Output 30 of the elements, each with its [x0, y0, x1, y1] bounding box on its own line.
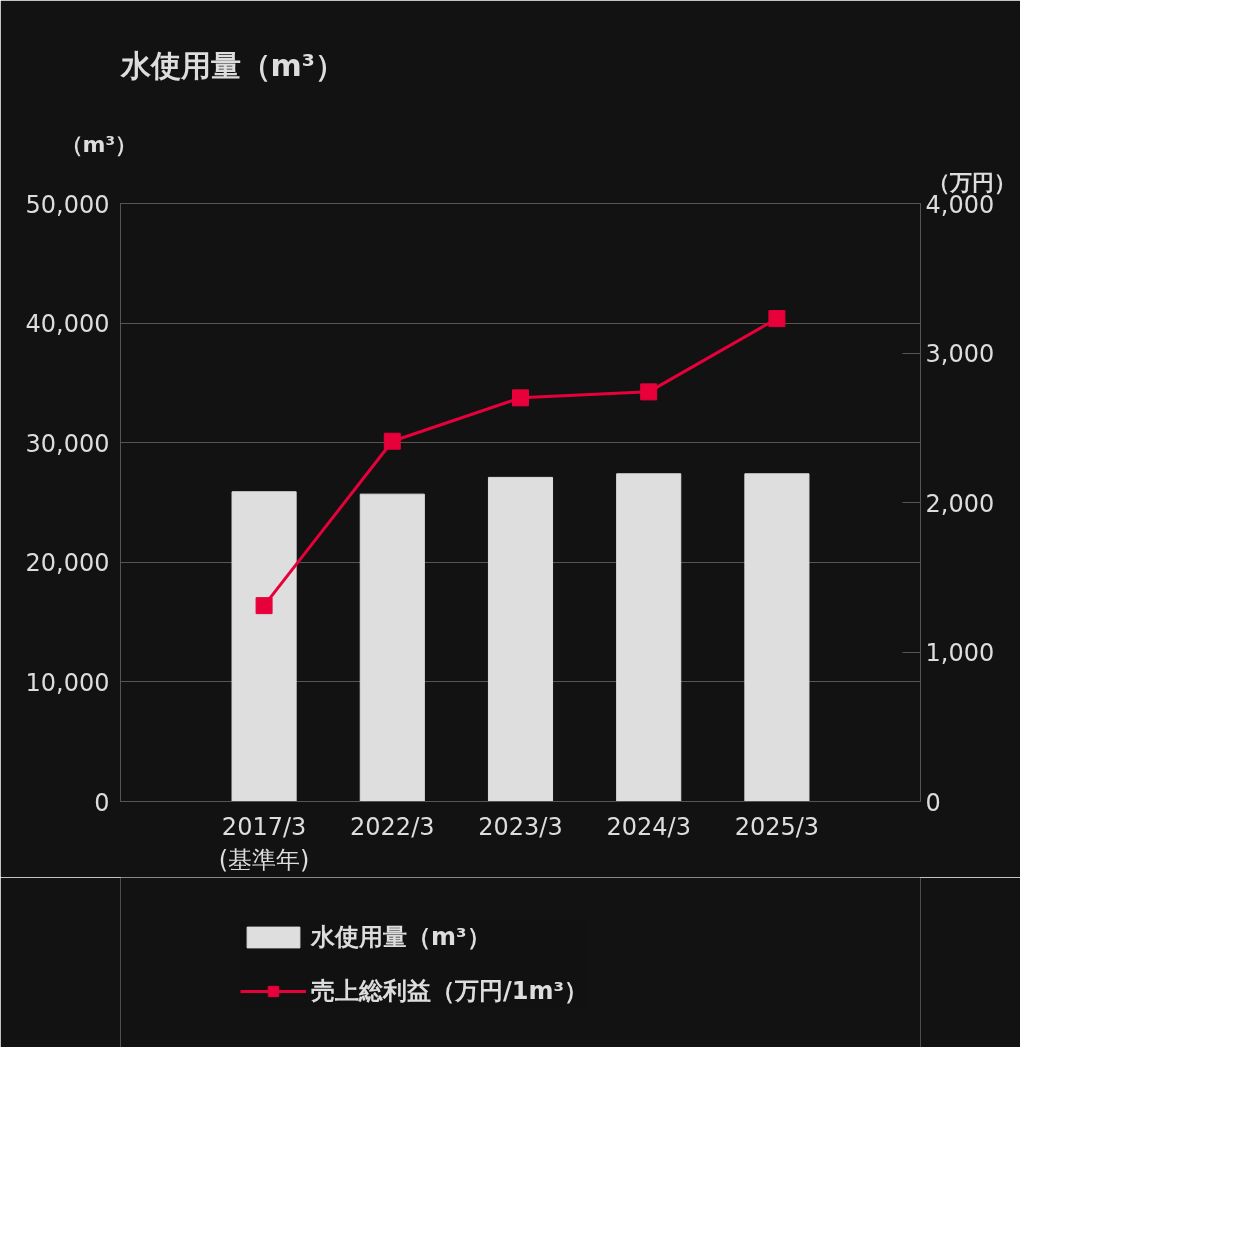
y2-tick-label: 1,000: [925, 639, 995, 667]
x-tick-label: 2017/3 (基準年): [218, 812, 310, 875]
y-tick-label: 50,000: [25, 190, 110, 219]
y-tick-label: 40,000: [25, 310, 110, 339]
legend-label: 水使用量（m³）: [311, 922, 491, 953]
point: [512, 389, 529, 407]
y2-axis-title: （万円）: [927, 169, 1016, 195]
chart-title: 水使用量（m³）: [119, 47, 345, 83]
y-tick-label: 10,000: [25, 668, 110, 697]
bar: [359, 493, 425, 802]
y2-tick-label: 2,000: [925, 489, 995, 518]
y-axis-title: （m³）: [60, 131, 138, 157]
point: [640, 383, 658, 401]
point: [255, 597, 273, 615]
x-tick-label: 2023/3: [478, 812, 563, 841]
legend-label: 売上総利益（万円/1m³）: [311, 976, 588, 1007]
y-tick-label: 30,000: [25, 429, 110, 458]
point: [383, 432, 401, 450]
x-tick-label: 2022/3: [350, 812, 435, 841]
y2-tick-label: 0: [925, 788, 941, 817]
bar: [744, 473, 810, 802]
bar: [487, 476, 554, 802]
bar: [616, 473, 682, 802]
y-tick-label: 0: [94, 788, 110, 817]
y-tick-label: 20,000: [25, 549, 110, 578]
point: [768, 310, 786, 328]
x-tick-label: 2024/3: [606, 812, 691, 841]
bar: [231, 491, 297, 802]
x-tick-label: 2025/3: [734, 812, 820, 841]
y2-tick-label: 3,000: [925, 340, 995, 368]
